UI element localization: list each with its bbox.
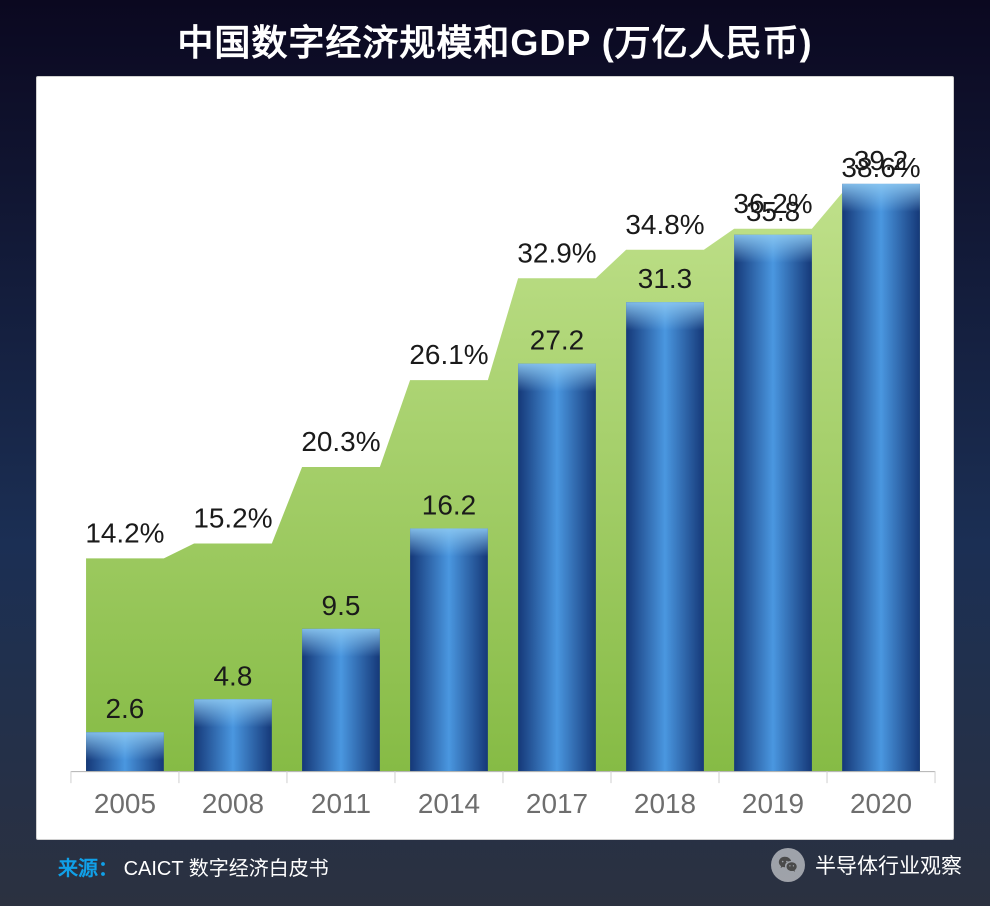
bar-highlight (842, 184, 920, 212)
pct-label: 14.2% (85, 517, 164, 548)
pct-label: 32.9% (517, 237, 596, 268)
bar-value-label: 4.8 (214, 660, 253, 691)
source-caption: 来源： CAICT 数字经济白皮书 (58, 852, 329, 881)
watermark-text: 半导体行业观察 (815, 850, 962, 880)
bar-highlight (194, 699, 272, 727)
x-axis-label: 2005 (94, 788, 156, 819)
bar-value-label: 2.6 (106, 693, 145, 724)
source-label: 来源： (58, 858, 118, 880)
pct-label: 20.3% (301, 426, 380, 457)
bar (626, 302, 704, 771)
bar-highlight (518, 364, 596, 392)
pct-label: 36.2% (733, 188, 812, 219)
x-axis-label: 2018 (634, 788, 696, 819)
bar-highlight (626, 302, 704, 330)
pct-label: 26.1% (409, 339, 488, 370)
x-axis-label: 2011 (311, 788, 371, 819)
bar-value-label: 16.2 (422, 489, 476, 520)
chart-title: 中国数字经济规模和GDP (万亿人民币) (0, 14, 990, 66)
watermark: 半导体行业观察 (771, 848, 962, 882)
bar (734, 235, 812, 771)
x-axis-label: 2019 (742, 788, 804, 819)
x-axis-label: 2017 (526, 788, 588, 819)
chart-svg: 2005 2008 2011 2014 2017 2018 2019 2020 2.6 4.8 9… (37, 77, 953, 839)
bar-highlight (410, 528, 488, 556)
bar (410, 528, 488, 771)
bar-value-label: 27.2 (530, 325, 584, 356)
pct-label: 34.8% (625, 209, 704, 240)
pct-label: 15.2% (193, 502, 272, 533)
x-axis-label: 2020 (850, 788, 912, 819)
bar-highlight (86, 732, 164, 760)
bar (518, 364, 596, 772)
pct-label: 38.6% (841, 152, 920, 183)
bar-value-label: 9.5 (322, 590, 361, 621)
source-text: CAICT 数字经济白皮书 (124, 858, 329, 880)
bar-highlight (734, 235, 812, 263)
bar-highlight (302, 629, 380, 657)
bar (842, 184, 920, 771)
chart-card: 2005 2008 2011 2014 2017 2018 2019 2020 2.6 4.8 9… (36, 76, 954, 840)
bar-value-label: 31.3 (638, 263, 692, 294)
x-axis-label: 2008 (202, 788, 264, 819)
x-axis-label: 2014 (418, 788, 480, 819)
wechat-icon (771, 848, 805, 882)
